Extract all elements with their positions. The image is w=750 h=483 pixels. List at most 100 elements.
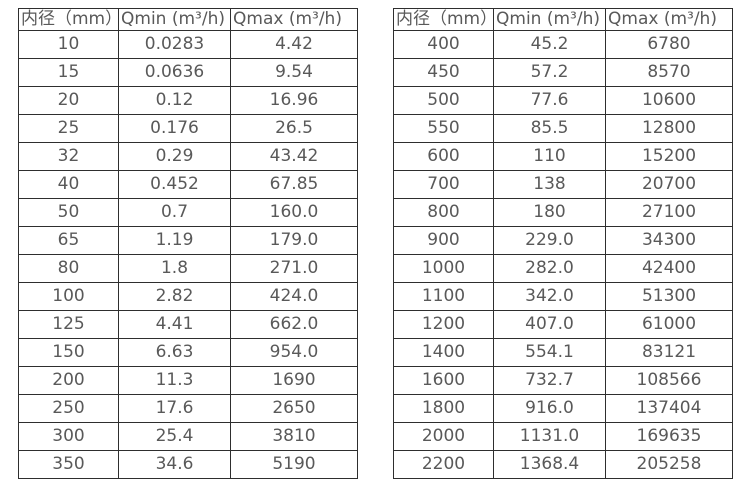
table-cell: 554.1 xyxy=(493,338,606,367)
table-cell: 16.96 xyxy=(230,86,358,115)
table-cell: 1.8 xyxy=(118,254,231,283)
table-cell: 916.0 xyxy=(493,394,606,423)
table-row: 10 0.0283 4.42 xyxy=(18,30,358,59)
table-cell: 8570 xyxy=(605,58,733,87)
table-cell: 20 xyxy=(18,86,119,115)
table-cell: 9.54 xyxy=(230,58,358,87)
table-cell: 25.4 xyxy=(118,422,231,451)
table-cell: 12800 xyxy=(605,114,733,143)
table-cell: 20700 xyxy=(605,170,733,199)
table-row: 800 180 27100 xyxy=(393,198,733,227)
table-cell: 10600 xyxy=(605,86,733,115)
table-row: 40 0.452 67.85 xyxy=(18,170,358,199)
table-cell: 11.3 xyxy=(118,366,231,395)
table-cell: 17.6 xyxy=(118,394,231,423)
flow-table-dn10-350: 内径（mm） Qmin (m³/h) Qmax (m³/h) 10 0.0283 4… xyxy=(18,8,358,479)
table-cell: 0.0636 xyxy=(118,58,231,87)
table-cell: 954.0 xyxy=(230,338,358,367)
table-row: 250 17.6 2650 xyxy=(18,394,358,423)
table-cell: 200 xyxy=(18,366,119,395)
table-row: 900 229.0 34300 xyxy=(393,226,733,255)
table-row: 25 0.176 26.5 xyxy=(18,114,358,143)
table-cell: 300 xyxy=(18,422,119,451)
table-cell: 2650 xyxy=(230,394,358,423)
table-cell: 205258 xyxy=(605,450,733,479)
table-cell: 179.0 xyxy=(230,226,358,255)
table-cell: 67.85 xyxy=(230,170,358,199)
table-row: 1800 916.0 137404 xyxy=(393,394,733,423)
table-row: 1000 282.0 42400 xyxy=(393,254,733,283)
table-cell: 350 xyxy=(18,450,119,479)
table-cell: 2200 xyxy=(393,450,494,479)
table-row: 32 0.29 43.42 xyxy=(18,142,358,171)
table-cell: 108566 xyxy=(605,366,733,395)
table-cell: 137404 xyxy=(605,394,733,423)
table-cell: 342.0 xyxy=(493,282,606,311)
table-cell: 500 xyxy=(393,86,494,115)
table-row: 350 34.6 5190 xyxy=(18,450,358,479)
table-header-row: 内径（mm） Qmin (m³/h) Qmax (m³/h) xyxy=(18,8,358,31)
table-cell: 4.41 xyxy=(118,310,231,339)
table-cell: 10 xyxy=(18,30,119,59)
table-cell: 3810 xyxy=(230,422,358,451)
table-cell: 700 xyxy=(393,170,494,199)
table-cell: 0.7 xyxy=(118,198,231,227)
table-row: 500 77.6 10600 xyxy=(393,86,733,115)
table-row: 450 57.2 8570 xyxy=(393,58,733,87)
col-header-qmax: Qmax (m³/h) xyxy=(230,8,358,31)
table-cell: 180 xyxy=(493,198,606,227)
table-row: 65 1.19 179.0 xyxy=(18,226,358,255)
table-cell: 0.29 xyxy=(118,142,231,171)
table-cell: 400 xyxy=(393,30,494,59)
table-cell: 25 xyxy=(18,114,119,143)
table-cell: 42400 xyxy=(605,254,733,283)
table-cell: 1200 xyxy=(393,310,494,339)
col-header-diameter: 内径（mm） xyxy=(393,8,494,31)
table-cell: 1600 xyxy=(393,366,494,395)
table-cell: 77.6 xyxy=(493,86,606,115)
table-cell: 662.0 xyxy=(230,310,358,339)
table-row: 20 0.12 16.96 xyxy=(18,86,358,115)
table-cell: 34.6 xyxy=(118,450,231,479)
table-cell: 61000 xyxy=(605,310,733,339)
table-cell: 0.0283 xyxy=(118,30,231,59)
table-row: 100 2.82 424.0 xyxy=(18,282,358,311)
table-cell: 50 xyxy=(18,198,119,227)
table-body: 400 45.2 6780 450 57.2 8570 500 77.6 10600 550 85.… xyxy=(393,30,733,479)
table-row: 700 138 20700 xyxy=(393,170,733,199)
col-header-qmax: Qmax (m³/h) xyxy=(605,8,733,31)
table-cell: 732.7 xyxy=(493,366,606,395)
col-header-diameter: 内径（mm） xyxy=(18,8,119,31)
table-cell: 150 xyxy=(18,338,119,367)
table-header-row: 内径（mm） Qmin (m³/h) Qmax (m³/h) xyxy=(393,8,733,31)
table-row: 1100 342.0 51300 xyxy=(393,282,733,311)
table-cell: 15 xyxy=(18,58,119,87)
table-cell: 160.0 xyxy=(230,198,358,227)
table-cell: 43.42 xyxy=(230,142,358,171)
table-row: 200 11.3 1690 xyxy=(18,366,358,395)
table-cell: 32 xyxy=(18,142,119,171)
table-cell: 1368.4 xyxy=(493,450,606,479)
flow-table-dn400-2200: 内径（mm） Qmin (m³/h) Qmax (m³/h) 400 45.2 67… xyxy=(393,8,733,479)
table-row: 15 0.0636 9.54 xyxy=(18,58,358,87)
table-row: 1400 554.1 83121 xyxy=(393,338,733,367)
table-cell: 26.5 xyxy=(230,114,358,143)
table-cell: 600 xyxy=(393,142,494,171)
table-cell: 83121 xyxy=(605,338,733,367)
table-cell: 100 xyxy=(18,282,119,311)
table-row: 400 45.2 6780 xyxy=(393,30,733,59)
table-row: 300 25.4 3810 xyxy=(18,422,358,451)
table-cell: 229.0 xyxy=(493,226,606,255)
table-cell: 65 xyxy=(18,226,119,255)
table-cell: 85.5 xyxy=(493,114,606,143)
table-cell: 2000 xyxy=(393,422,494,451)
table-cell: 1690 xyxy=(230,366,358,395)
table-cell: 2.82 xyxy=(118,282,231,311)
table-cell: 407.0 xyxy=(493,310,606,339)
table-cell: 250 xyxy=(18,394,119,423)
table-cell: 1800 xyxy=(393,394,494,423)
table-row: 2000 1131.0 169635 xyxy=(393,422,733,451)
table-row: 80 1.8 271.0 xyxy=(18,254,358,283)
table-row: 550 85.5 12800 xyxy=(393,114,733,143)
